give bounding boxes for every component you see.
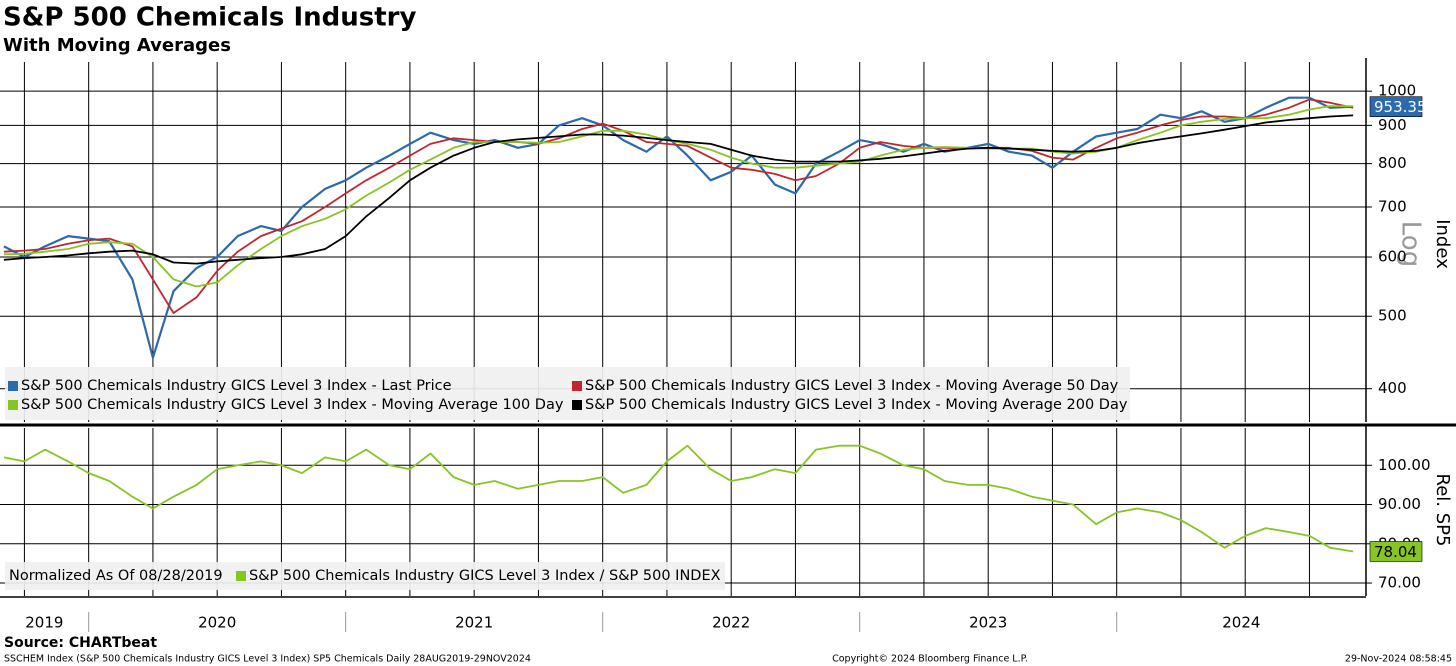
last-value-box [1369,96,1423,117]
y-tick-label: 800 [1378,154,1407,172]
last-value-box [1369,541,1423,562]
line-series [3,105,1354,288]
plot [3,444,1354,553]
y-tick-label: 400 [1378,379,1407,397]
y-tick-label: 70.00 [1378,574,1421,592]
legend-swatch [8,381,18,391]
legend-label: S&P 500 Chemicals Industry GICS Level 3 … [21,397,564,413]
x-tick-label: 2023 [969,614,1007,632]
footer-description: SSCHEM Index (S&P 500 Chemicals Industry… [4,654,531,665]
legend-box [5,562,725,590]
legend-swatch [236,571,246,581]
legend-note: Normalized As Of 08/28/2019 [9,568,223,584]
x-tick-label: 2021 [455,614,493,632]
y-tick-label: 600 [1378,248,1407,266]
y-axis-title: Rel. SP5 [1432,474,1453,547]
y-axis-title: Index [1432,219,1453,269]
y-tick-label: 100.00 [1378,456,1431,474]
x-tick-label: 2020 [198,614,236,632]
x-tick-label: 2024 [1222,614,1260,632]
line-series [3,98,1354,314]
y-tick-label: 90.00 [1378,495,1421,513]
source: Source: CHARTbeat [4,635,157,651]
timestamp: 29-Nov-2024 08:58:45 [1345,654,1452,665]
legend-label: S&P 500 Chemicals Industry GICS Level 3 … [21,378,452,394]
last-value-label: 78.04 [1374,543,1417,561]
line-series [3,96,1354,359]
legend-box [5,367,1130,420]
legend-swatch [572,400,582,410]
log-label: Log [1396,221,1426,267]
legend-swatch [8,400,18,410]
legend-label: S&P 500 Chemicals Industry GICS Level 3 … [585,397,1128,413]
x-tick-label: 2019 [25,614,63,632]
y-tick-label: 700 [1378,197,1407,215]
legend-label: S&P 500 Chemicals Industry GICS Level 3 … [249,568,721,584]
line-series [3,114,1354,265]
legend-label: S&P 500 Chemicals Industry GICS Level 3 … [585,378,1119,394]
chart-title: S&P 500 Chemicals Industry [3,3,416,33]
y-tick-label: 1000 [1378,82,1416,100]
x-tick-label: 2022 [712,614,750,632]
plot [3,96,1354,359]
copyright: Copyright© 2024 Bloomberg Finance L.P. [832,654,1028,665]
y-tick-label: 900 [1378,116,1407,134]
legend-swatch [572,381,582,391]
y-tick-label: 500 [1378,307,1407,325]
line-series [3,444,1354,553]
chart-subtitle: With Moving Averages [3,35,231,56]
last-value-label: 953.35 [1374,98,1427,116]
